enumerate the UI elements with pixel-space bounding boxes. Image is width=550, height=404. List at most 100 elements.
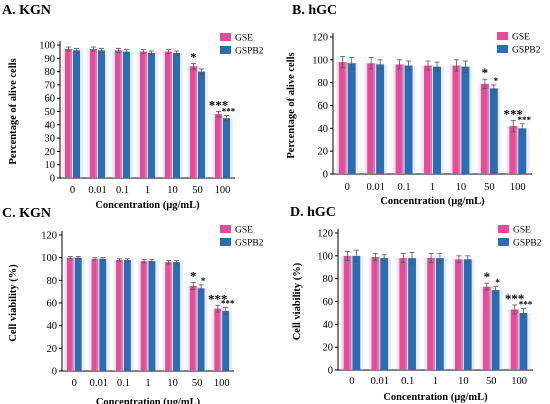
- bar-gspb2-50: [489, 88, 498, 174]
- significance-marker: *: [482, 65, 489, 80]
- significance-marker: ***: [519, 299, 533, 309]
- x-tick-label: 10: [456, 182, 467, 193]
- y-tick-label: 100: [41, 253, 57, 264]
- bar-gspb2-50: [491, 290, 500, 370]
- bar-gse-0_1: [115, 50, 122, 178]
- bar-gspb2-0_1: [408, 258, 416, 370]
- legend-swatch-gse: [220, 33, 231, 41]
- x-axis-label: Concentration (µg/mL): [96, 397, 201, 404]
- y-tick-label: 40: [323, 320, 334, 331]
- y-tick-label: 80: [323, 274, 334, 285]
- bar-gspb2-1: [148, 52, 155, 179]
- y-axis-label: Percentage of alive cells: [286, 52, 297, 158]
- y-tick-label: 70: [45, 80, 56, 91]
- bar-gse-100: [215, 114, 222, 178]
- bar-gse-50: [189, 286, 197, 371]
- bar-gspb2-100: [222, 310, 230, 371]
- bar-gspb2-100: [518, 128, 527, 174]
- y-tick-label: 20: [47, 344, 58, 355]
- y-tick-label: 90: [45, 54, 56, 65]
- bar-gse-10: [165, 262, 173, 371]
- x-tick-label: 0: [345, 182, 350, 193]
- legend-swatch-gse: [498, 225, 509, 233]
- bar-gse-0_01: [371, 256, 380, 370]
- y-tick-label: 40: [318, 124, 329, 135]
- bar-gse-50: [190, 66, 197, 178]
- x-tick-label: 10: [458, 376, 469, 387]
- x-tick-label: 0: [72, 378, 77, 389]
- legend-swatch-gse: [497, 32, 508, 40]
- significance-marker: ***: [504, 106, 524, 121]
- y-axis-label: Cell viability (%): [292, 262, 303, 340]
- bar-gspb2-0_01: [99, 258, 107, 371]
- bar-gse-100: [509, 126, 518, 174]
- legend-label: GSPB2: [512, 46, 541, 56]
- legend: GSE GSPB2: [220, 225, 264, 249]
- x-axis-label: Concentration (µg/mL): [383, 392, 488, 403]
- bar-gse-0: [65, 48, 72, 178]
- x-tick-label: 100: [511, 376, 527, 387]
- bar-gse-100: [510, 309, 519, 370]
- x-tick-label: 0.01: [371, 376, 389, 387]
- x-tick-label: 50: [192, 378, 203, 389]
- y-tick-label: 60: [323, 297, 334, 308]
- bar-gse-0_01: [367, 63, 376, 175]
- significance-marker: ***: [208, 291, 228, 306]
- y-tick-label: 0: [50, 174, 55, 185]
- bar-gspb2-0_1: [404, 65, 413, 174]
- x-tick-label: 50: [484, 182, 495, 193]
- x-tick-label: 50: [486, 376, 497, 387]
- y-tick-label: 80: [318, 78, 329, 89]
- y-tick-label: 120: [41, 231, 57, 242]
- legend-swatch-gspb2: [498, 238, 509, 246]
- y-tick-label: 60: [45, 94, 56, 105]
- x-tick-label: 100: [510, 182, 526, 193]
- bar-gspb2-0: [347, 63, 356, 175]
- y-axis-label: Percentage of alive cells: [8, 58, 19, 164]
- legend: GSE GSPB2: [498, 225, 542, 249]
- x-tick-label: 50: [192, 185, 203, 196]
- bar-gspb2-100: [223, 118, 230, 178]
- panel-title: C. KGN: [2, 206, 51, 221]
- bar-gspb2-0_01: [98, 50, 105, 178]
- significance-marker: ***: [221, 299, 235, 309]
- x-tick-label: 1: [145, 185, 150, 196]
- significance-marker: ***: [505, 291, 525, 306]
- y-tick-label: 0: [323, 170, 328, 181]
- y-tick-label: 100: [39, 41, 55, 52]
- y-tick-label: 80: [47, 276, 58, 287]
- bar-gse-1: [427, 258, 435, 370]
- panel-title: D. hGC: [290, 205, 336, 220]
- bar-gspb2-50: [198, 71, 205, 178]
- significance-marker: *: [484, 269, 491, 284]
- legend-label: GSPB2: [235, 47, 264, 57]
- x-tick-label: 0.01: [366, 182, 384, 193]
- significance-marker: ***: [518, 115, 532, 125]
- bar-gse-100: [214, 308, 222, 371]
- y-tick-label: 60: [47, 299, 58, 310]
- bar-gspb2-0_1: [123, 259, 131, 371]
- bar-gspb2-50: [197, 288, 205, 371]
- bar-gspb2-1: [433, 66, 441, 174]
- x-tick-label: 100: [214, 378, 230, 389]
- legend: GSE GSPB2: [497, 32, 541, 56]
- legend-label: GSE: [235, 226, 253, 236]
- x-tick-label: 0: [349, 376, 354, 387]
- bar-gspb2-10: [173, 262, 180, 371]
- bar-gspb2-10: [463, 259, 472, 370]
- significance-marker: *: [494, 76, 499, 86]
- bar-gse-1: [424, 65, 432, 174]
- legend-swatch-gspb2: [497, 45, 508, 53]
- x-tick-label: 100: [215, 185, 231, 196]
- bar-gse-0_01: [90, 48, 97, 178]
- y-tick-label: 100: [317, 251, 333, 262]
- bar-gspb2-0: [352, 255, 361, 370]
- panel-title: A. KGN: [2, 3, 51, 18]
- significance-marker: *: [190, 269, 197, 284]
- x-tick-label: 0.1: [401, 376, 414, 387]
- x-tick-label: 1: [430, 182, 435, 193]
- bar-gspb2-1: [148, 261, 156, 371]
- significance-marker: *: [495, 278, 500, 288]
